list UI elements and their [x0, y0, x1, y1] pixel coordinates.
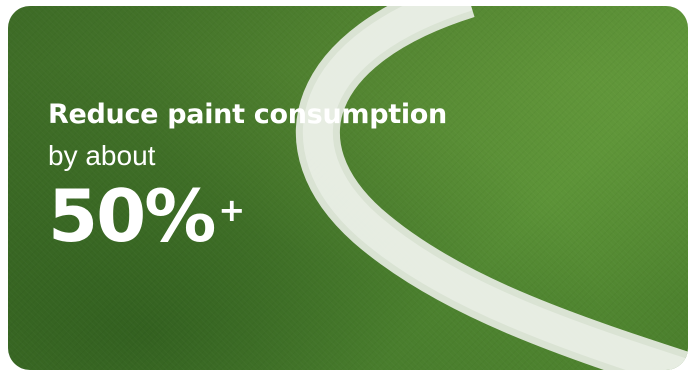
stat-suffix: + [218, 191, 245, 229]
subline: by about [48, 140, 156, 171]
stat-value: 50% + [48, 174, 245, 258]
promo-card: Reduce paint consumption by about 50% + [8, 6, 688, 370]
field-line-arc [296, 6, 688, 370]
headline: Reduce paint consumption [48, 99, 447, 130]
stat-number: 50% [48, 174, 216, 258]
promo-text: Reduce paint consumption by about 50% + [48, 98, 447, 256]
